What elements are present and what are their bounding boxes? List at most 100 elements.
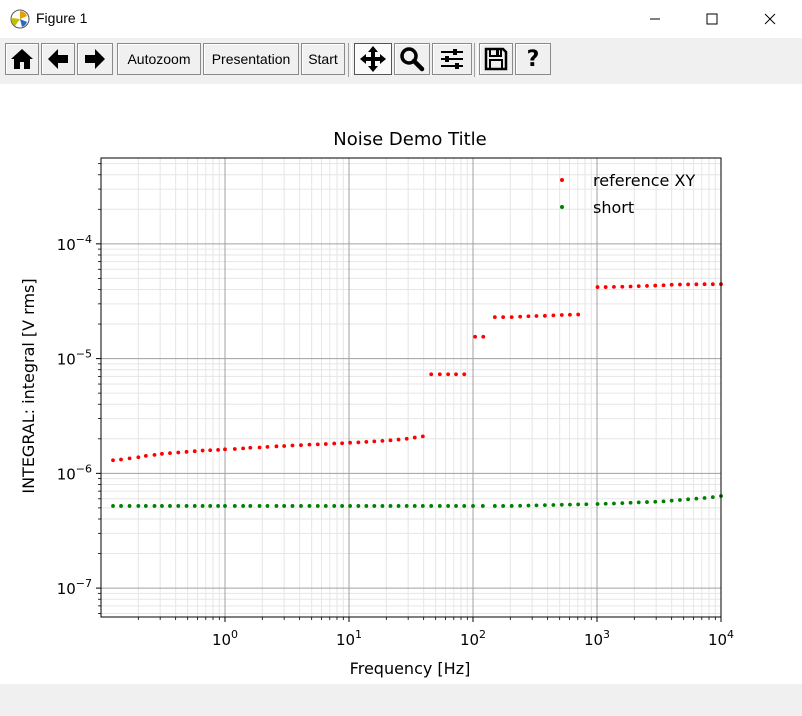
minimize-button[interactable] <box>632 0 678 38</box>
data-point <box>473 334 478 339</box>
data-point <box>559 502 564 507</box>
data-point <box>686 282 691 287</box>
data-point <box>388 438 393 443</box>
data-point <box>200 448 205 453</box>
data-point <box>119 504 123 508</box>
configure-button[interactable] <box>432 43 472 75</box>
data-point <box>257 504 262 508</box>
data-point <box>526 503 531 508</box>
data-point <box>200 504 205 508</box>
window-titlebar: Figure 1 <box>0 0 802 38</box>
series-short <box>111 494 723 508</box>
data-point <box>396 504 401 508</box>
grid <box>101 158 722 617</box>
data-point <box>290 504 295 508</box>
data-point <box>223 504 227 508</box>
y-tick-label: 10−5 <box>57 348 92 369</box>
data-point <box>223 447 227 452</box>
start-button[interactable]: Start <box>301 43 345 75</box>
data-point <box>568 312 572 317</box>
data-point <box>446 372 451 377</box>
data-point <box>437 504 442 508</box>
data-point <box>702 282 707 287</box>
data-point <box>620 501 625 506</box>
series-reference-xy <box>111 282 723 463</box>
data-point <box>323 504 328 508</box>
data-point <box>176 504 181 508</box>
data-point <box>323 442 328 446</box>
data-point <box>603 501 608 506</box>
data-point <box>584 502 589 507</box>
figure-canvas[interactable]: Noise Demo Title 100 101 102 103 104 10−7 10−6… <box>0 84 802 684</box>
data-point <box>534 314 539 318</box>
data-point <box>248 445 253 450</box>
data-point <box>184 504 189 508</box>
data-point <box>348 440 352 445</box>
y-tick-label: 10−4 <box>57 233 92 254</box>
data-point <box>669 282 674 287</box>
data-point <box>661 499 666 504</box>
data-point <box>454 504 458 508</box>
data-point <box>364 504 369 508</box>
close-icon <box>764 13 776 25</box>
data-point <box>576 502 581 507</box>
data-point <box>127 456 132 461</box>
data-point <box>208 504 213 508</box>
data-point <box>265 445 270 449</box>
legend: reference XY short <box>560 171 695 217</box>
autozoom-button[interactable]: Autozoom <box>117 43 201 75</box>
data-point <box>661 283 666 288</box>
data-point <box>551 503 556 507</box>
chart[interactable]: Noise Demo Title 100 101 102 103 104 10−7 10−6… <box>0 84 802 684</box>
data-point <box>340 504 345 508</box>
data-point <box>208 448 213 453</box>
data-point <box>160 451 164 456</box>
data-point <box>136 504 141 508</box>
presentation-button[interactable]: Presentation <box>203 43 299 75</box>
data-point <box>420 504 425 508</box>
data-point <box>299 504 303 508</box>
data-point <box>265 504 270 508</box>
data-point <box>480 504 485 508</box>
arrow-right-icon <box>85 49 105 69</box>
data-point <box>404 504 409 508</box>
y-tick-label: 10−6 <box>57 462 92 483</box>
data-point <box>168 504 172 508</box>
data-point <box>290 443 295 448</box>
status-bar <box>0 684 802 716</box>
back-button[interactable] <box>41 43 75 75</box>
legend-label: reference XY <box>593 171 695 190</box>
data-point <box>534 503 539 508</box>
data-point <box>603 285 608 289</box>
x-tick-label: 102 <box>460 628 486 649</box>
data-point <box>678 282 682 287</box>
data-point <box>686 497 691 502</box>
help-button[interactable]: ? <box>515 43 551 75</box>
maximize-button[interactable] <box>689 0 735 38</box>
data-point <box>628 500 633 505</box>
data-point <box>612 284 616 289</box>
y-tick-label: 10−7 <box>57 577 92 598</box>
data-point <box>119 457 123 462</box>
toolbar-separator <box>348 43 352 77</box>
x-axis-label: Frequency [Hz] <box>350 659 471 678</box>
close-button[interactable] <box>747 0 793 38</box>
data-point <box>274 504 279 508</box>
data-point <box>299 443 303 448</box>
save-button[interactable] <box>479 43 513 75</box>
forward-button[interactable] <box>77 43 113 75</box>
data-point <box>568 502 572 507</box>
minimize-icon <box>650 18 660 20</box>
data-point <box>559 313 564 317</box>
data-point <box>612 501 616 506</box>
data-point <box>653 283 658 288</box>
data-point <box>509 504 514 508</box>
data-point <box>645 284 649 288</box>
data-point <box>232 447 237 451</box>
data-point <box>412 435 417 440</box>
zoom-button[interactable] <box>394 43 430 75</box>
data-point <box>636 284 641 289</box>
pan-button[interactable] <box>354 43 392 75</box>
home-button[interactable] <box>5 43 39 75</box>
data-point <box>595 502 600 506</box>
